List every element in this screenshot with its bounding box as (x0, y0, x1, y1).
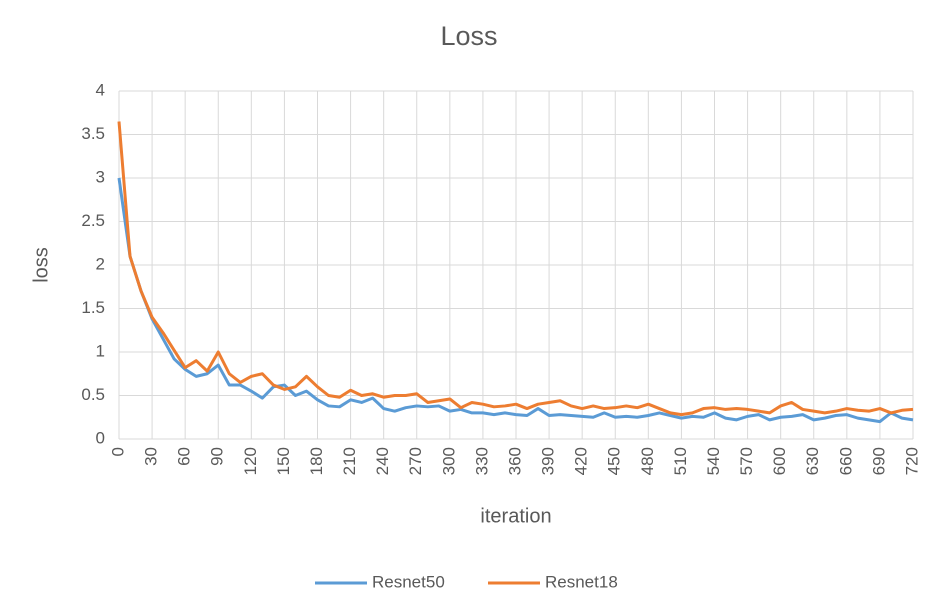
y-tick-label: 0.5 (81, 385, 105, 404)
x-tick-label: 330 (472, 447, 491, 475)
series-line (117, 177, 914, 424)
y-tick-label: 2.5 (81, 211, 105, 230)
y-tick-label: 0 (96, 428, 105, 447)
x-tick-label: 540 (704, 447, 723, 475)
y-tick-label: 1.5 (81, 298, 105, 317)
x-tick-label: 480 (638, 447, 657, 475)
y-axis-label: loss (30, 247, 52, 283)
x-axis-label: iteration (480, 505, 551, 527)
x-tick-label: 690 (869, 447, 888, 475)
x-tick-label: 120 (241, 447, 260, 475)
legend-label: Resnet18 (545, 572, 618, 591)
x-tick-label: 450 (605, 447, 624, 475)
x-tick-label: 570 (737, 447, 756, 475)
x-tick-label: 630 (803, 447, 822, 475)
x-tick-label: 60 (175, 447, 194, 466)
y-tick-label: 1 (96, 341, 105, 360)
y-tick-label: 2 (96, 254, 105, 273)
x-tick-label: 240 (373, 447, 392, 475)
x-tick-label: 390 (539, 447, 558, 475)
x-tick-label: 300 (439, 447, 458, 475)
x-tick-label: 600 (770, 447, 789, 475)
x-tick-label: 660 (836, 447, 855, 475)
x-tick-label: 0 (108, 447, 127, 456)
x-tick-label: 30 (142, 447, 161, 466)
x-tick-label: 360 (505, 447, 524, 475)
series-line (117, 121, 914, 417)
x-tick-label: 150 (274, 447, 293, 475)
legend-label: Resnet50 (372, 572, 445, 591)
x-tick-label: 420 (572, 447, 591, 475)
x-tick-label: 90 (208, 447, 227, 466)
x-tick-label: 720 (902, 447, 921, 475)
x-tick-label: 270 (406, 447, 425, 475)
chart-title: Loss (440, 21, 497, 51)
x-tick-label: 180 (307, 447, 326, 475)
x-tick-label: 510 (671, 447, 690, 475)
x-tick-label: 210 (340, 447, 359, 475)
y-tick-label: 4 (96, 80, 105, 99)
y-tick-label: 3 (96, 167, 105, 186)
y-tick-label: 3.5 (81, 124, 105, 143)
